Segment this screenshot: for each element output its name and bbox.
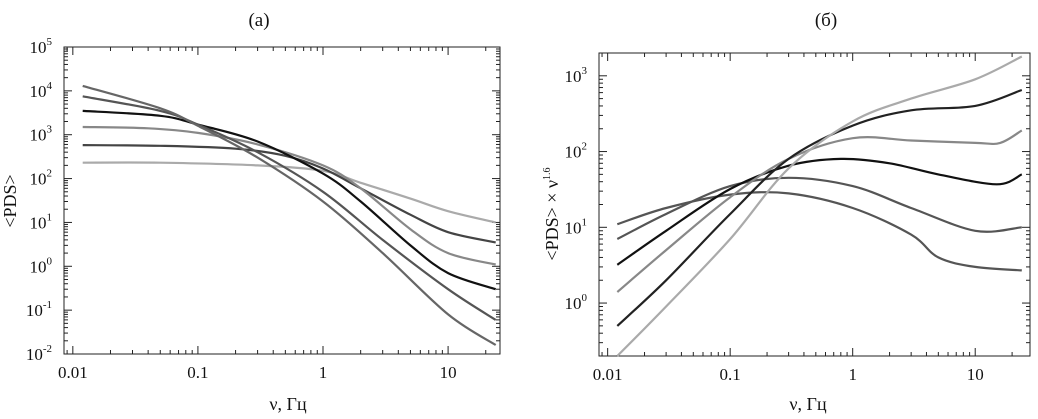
chart-a-xlabel: ν, Гц [269,394,307,414]
chart-b-series-line-5 [616,88,1023,327]
chart-b-series-line-1 [616,191,1022,272]
chart-b-xtick-label: 10 [967,365,984,384]
chart-b-ylabel-group: <PDS> × ν1.6 [542,167,562,260]
chart-b-xlabel: ν, Гц [789,394,827,414]
chart-a-series-line-1 [82,161,496,224]
chart-a-ytick-label: 100 [30,255,53,276]
svg-text:<PDS> × ν1.6: <PDS> × ν1.6 [542,167,562,260]
chart-b-ytick-label: 103 [565,65,588,86]
chart-b-ytick-label: 100 [565,292,588,313]
chart-b-xtick-label: 0.1 [720,365,741,384]
chart-a-xtick-label: 1 [319,363,328,382]
chart-b-xtick-label: 1 [848,365,857,384]
chart-a-series-line-6 [82,84,497,346]
chart-b-series-line-6 [616,55,1023,357]
chart-a-series [82,84,497,346]
chart-b-ylabel: <PDS> × ν [542,180,562,261]
chart-a-xtick-label: 0.01 [58,363,88,382]
chart-b-title: (б) [815,10,837,31]
chart-a-xtick-label: 10 [440,363,457,382]
chart-a-ytick-label: 10-1 [26,299,52,320]
chart-a-title: (a) [248,10,269,31]
chart-b-series-line-4 [616,129,1023,293]
chart-b-xtick-label: 0.01 [593,365,623,384]
chart-b: (б) 0.01 0.1 1 10 100 101 102 103 ν, Гц <PDS> ×… [542,10,1031,414]
chart-a: (a) 0.01 0.1 1 10 10-2 10-1 100 101 102 103 104 105… [0,10,501,414]
chart-a-ytick-label: 101 [30,211,53,232]
chart-a-plot-frame [63,46,501,355]
chart-a-series-line-3 [82,125,496,266]
chart-a-xtick-label: 0.1 [187,363,208,382]
chart-b-ytick-label: 101 [565,216,588,237]
chart-b-series [616,55,1023,357]
chart-a-series-line-4 [82,109,497,291]
chart-b-ytick-label: 102 [565,141,588,162]
chart-a-ytick-label: 104 [30,80,53,101]
chart-a-series-line-5 [82,95,497,321]
chart-a-ticks: 0.01 0.1 1 10 10-2 10-1 100 101 102 103 104 105 [26,36,500,382]
chart-b-ticks: 0.01 0.1 1 10 100 101 102 103 [565,52,1030,384]
chart-a-ytick-label: 10-2 [26,343,52,364]
chart-a-ytick-label: 102 [30,168,53,189]
chart-a-series-line-2 [82,144,496,244]
chart-a-ytick-label: 103 [30,124,53,145]
chart-b-ylabel-exp: 1.6 [542,167,553,180]
chart-b-series-line-2 [616,176,1022,240]
chart-b-series-line-3 [616,157,1023,266]
chart-a-ytick-label: 105 [30,36,53,57]
chart-a-ylabel: <PDS> [0,174,20,227]
